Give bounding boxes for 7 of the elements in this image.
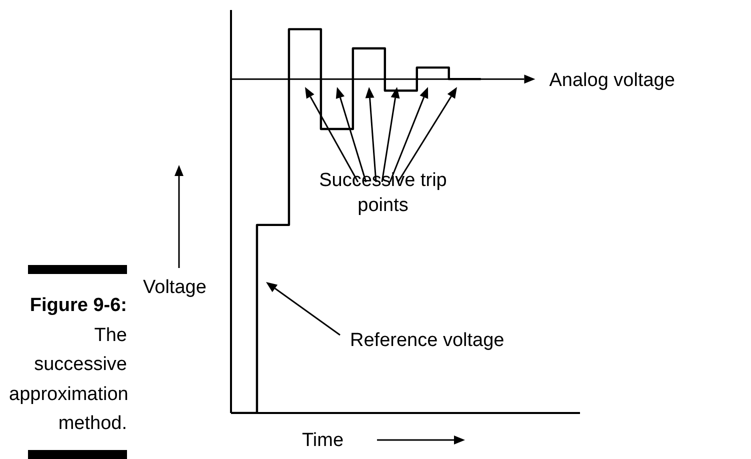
annotation: Reference voltage (350, 329, 504, 353)
y-axis-title: Voltage (143, 276, 206, 300)
x-axis-title: Time (302, 429, 344, 453)
text: Figure 9-6: (30, 294, 127, 318)
ref-line-label: Analog voltage (549, 70, 675, 91)
text: The successive approximation method. (9, 324, 128, 436)
annotation: Successive trip points (318, 169, 448, 218)
